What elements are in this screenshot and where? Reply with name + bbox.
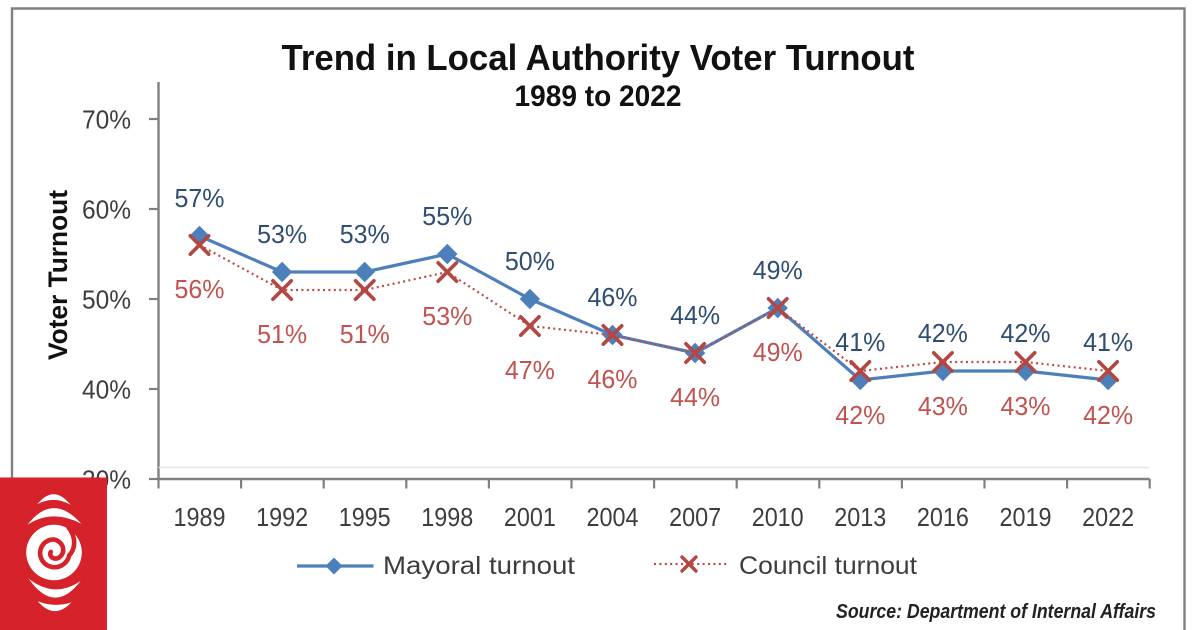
svg-text:1995: 1995 xyxy=(339,502,391,532)
svg-text:2022: 2022 xyxy=(1082,502,1134,532)
svg-text:55%: 55% xyxy=(422,201,472,231)
svg-text:1998: 1998 xyxy=(421,502,473,532)
svg-text:Mayoral turnout: Mayoral turnout xyxy=(383,552,575,580)
svg-text:42%: 42% xyxy=(1083,400,1133,430)
svg-text:46%: 46% xyxy=(588,282,638,312)
svg-text:53%: 53% xyxy=(257,219,307,249)
svg-text:42%: 42% xyxy=(1001,318,1051,348)
svg-text:47%: 47% xyxy=(505,355,555,385)
svg-text:53%: 53% xyxy=(340,219,390,249)
svg-text:2007: 2007 xyxy=(669,502,721,532)
svg-text:51%: 51% xyxy=(340,319,390,349)
svg-text:1989: 1989 xyxy=(174,502,226,532)
svg-text:42%: 42% xyxy=(918,318,968,348)
svg-text:70%: 70% xyxy=(82,105,131,135)
svg-text:43%: 43% xyxy=(1001,391,1051,421)
svg-text:46%: 46% xyxy=(588,364,638,394)
svg-text:2019: 2019 xyxy=(1000,502,1052,532)
svg-text:50%: 50% xyxy=(82,285,131,315)
svg-text:49%: 49% xyxy=(753,337,803,367)
svg-text:49%: 49% xyxy=(753,255,803,285)
svg-text:44%: 44% xyxy=(670,300,720,330)
svg-text:53%: 53% xyxy=(422,301,472,331)
svg-text:Voter Turnout: Voter Turnout xyxy=(43,190,73,360)
svg-text:1989 to 2022: 1989 to 2022 xyxy=(515,80,682,113)
svg-text:50%: 50% xyxy=(505,246,555,276)
svg-text:60%: 60% xyxy=(82,195,131,225)
svg-text:41%: 41% xyxy=(1083,327,1133,357)
svg-text:56%: 56% xyxy=(175,274,225,304)
svg-text:Trend in Local Authority Voter: Trend in Local Authority Voter Turnout xyxy=(282,37,915,78)
svg-text:2001: 2001 xyxy=(504,502,556,532)
svg-text:1992: 1992 xyxy=(256,502,308,532)
svg-text:2004: 2004 xyxy=(587,502,639,532)
svg-text:43%: 43% xyxy=(918,391,968,421)
svg-text:57%: 57% xyxy=(175,183,225,213)
svg-text:42%: 42% xyxy=(835,400,885,430)
svg-text:40%: 40% xyxy=(82,375,131,405)
svg-text:51%: 51% xyxy=(257,319,307,349)
svg-text:41%: 41% xyxy=(835,327,885,357)
svg-text:44%: 44% xyxy=(670,382,720,412)
svg-text:2010: 2010 xyxy=(752,502,804,532)
svg-text:2016: 2016 xyxy=(917,502,969,532)
svg-text:Council turnout: Council turnout xyxy=(739,552,917,580)
svg-text:Source: Department of Internal: Source: Department of Internal Affairs xyxy=(836,601,1156,623)
svg-text:2013: 2013 xyxy=(834,502,886,532)
